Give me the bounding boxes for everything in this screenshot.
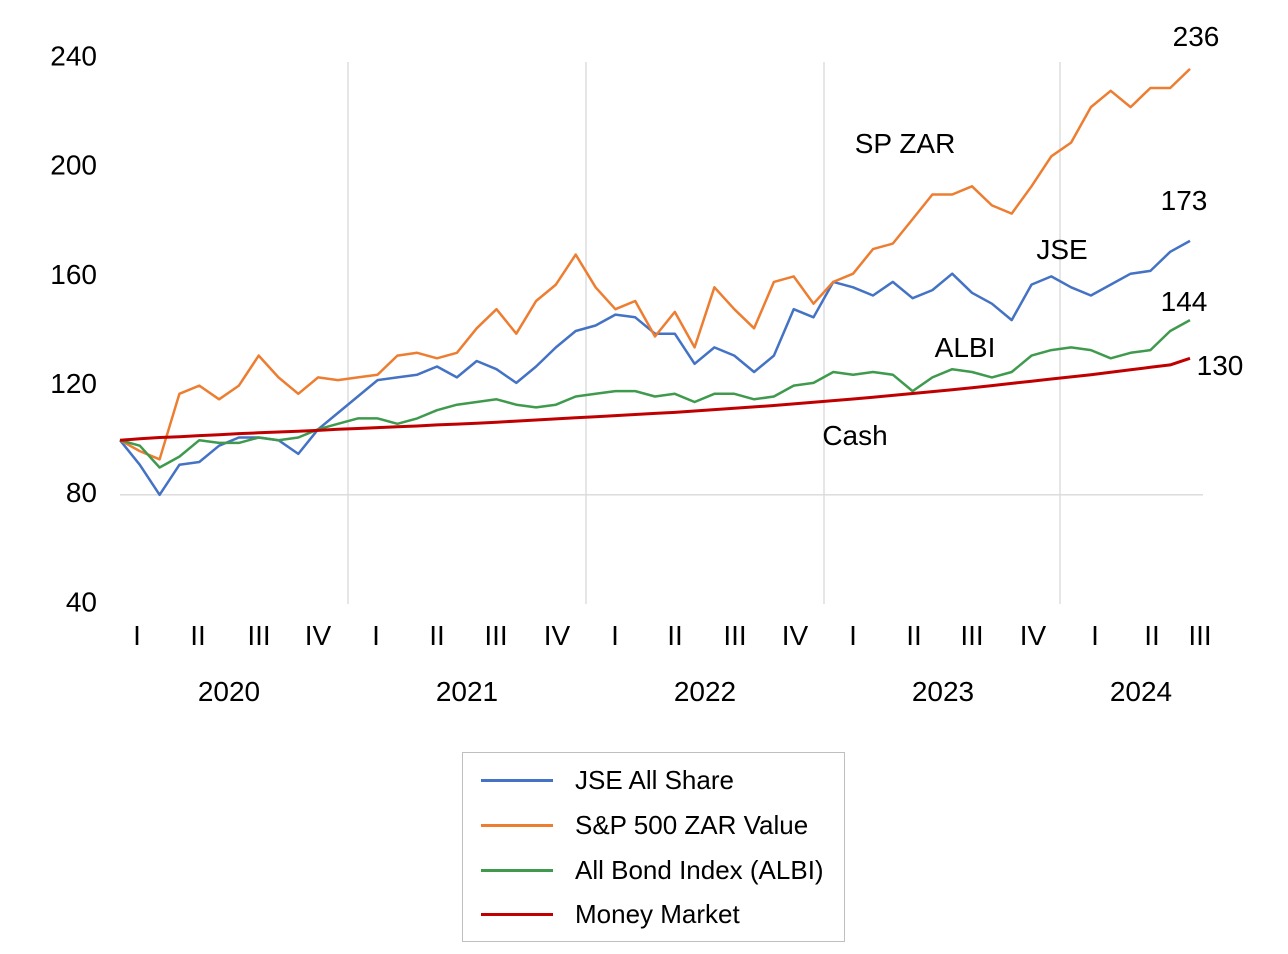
x-quarter-label: IV	[544, 620, 571, 651]
x-quarter-label: II	[667, 620, 683, 651]
legend-label-sp500: S&P 500 ZAR Value	[575, 809, 809, 840]
series-line-money-market	[119, 356, 1191, 442]
end-value-albi: 144	[1161, 286, 1208, 317]
x-quarter-label: IV	[305, 620, 332, 651]
x-quarter-label: II	[1144, 620, 1160, 651]
x-quarter-label: IV	[1020, 620, 1047, 651]
label-albi: ALBI	[935, 332, 996, 363]
label-cash: Cash	[822, 420, 887, 451]
x-year-label-2023: 2023	[912, 676, 974, 707]
label-jse: JSE	[1036, 234, 1087, 265]
legend-item-sp500: S&P 500 ZAR Value	[481, 810, 808, 840]
series-line-albi	[119, 319, 1191, 469]
legend-swatch-money-market	[481, 912, 553, 916]
x-quarter-label: III	[247, 620, 270, 651]
grid-layer	[120, 62, 1203, 604]
y-tick-80: 80	[66, 477, 97, 508]
series-line-sp500-zar	[119, 68, 1191, 461]
x-quarter-label: III	[723, 620, 746, 651]
x-quarter-label: IV	[782, 620, 809, 651]
x-quarter-label: II	[906, 620, 922, 651]
y-tick-160: 160	[50, 259, 97, 290]
x-quarter-label: II	[429, 620, 445, 651]
x-quarter-label: III	[960, 620, 983, 651]
x-quarter-label: I	[133, 620, 141, 651]
x-quarter-label: III	[1188, 620, 1211, 651]
x-quarter-label: I	[372, 620, 380, 651]
legend: JSE All Share S&P 500 ZAR Value All Bond…	[462, 752, 845, 942]
label-sp-zar: SP ZAR	[855, 128, 956, 159]
legend-label-albi: All Bond Index (ALBI)	[575, 854, 824, 885]
y-tick-120: 120	[50, 368, 97, 399]
x-quarter-label: III	[484, 620, 507, 651]
x-quarter-label: II	[190, 620, 206, 651]
legend-swatch-albi	[481, 868, 553, 872]
x-year-label-2021: 2021	[436, 676, 498, 707]
x-quarter-label: I	[849, 620, 857, 651]
series-line-jse-all-share	[119, 239, 1191, 497]
legend-swatch-sp500	[481, 823, 553, 827]
end-value-money-market: 130	[1197, 350, 1244, 381]
legend-item-albi: All Bond Index (ALBI)	[481, 855, 824, 885]
legend-item-money-market: Money Market	[481, 899, 740, 929]
y-tick-240: 240	[50, 40, 97, 71]
x-year-label-2024: 2024	[1110, 676, 1172, 707]
x-year-label-2022: 2022	[674, 676, 736, 707]
legend-swatch-jse	[481, 778, 553, 782]
x-quarter-label: I	[1091, 620, 1099, 651]
legend-item-jse: JSE All Share	[481, 765, 734, 795]
x-year-label-2020: 2020	[198, 676, 260, 707]
legend-label-money-market: Money Market	[575, 898, 740, 929]
y-tick-200: 200	[50, 150, 97, 181]
x-axis-ticks: I II III IV I II III IV I II III IV I II III IV I II III20…	[133, 620, 1212, 707]
y-tick-40: 40	[66, 586, 97, 617]
x-quarter-label: I	[611, 620, 619, 651]
legend-label-jse: JSE All Share	[575, 764, 734, 795]
series-layer	[119, 68, 1191, 497]
y-axis-ticks: 40 80 120 160 200 240	[50, 40, 97, 617]
end-value-sp500: 236	[1173, 21, 1220, 52]
annotation-layer: SP ZAR JSE ALBI Cash 236 173 144 130	[822, 21, 1243, 451]
end-value-jse: 173	[1161, 185, 1208, 216]
